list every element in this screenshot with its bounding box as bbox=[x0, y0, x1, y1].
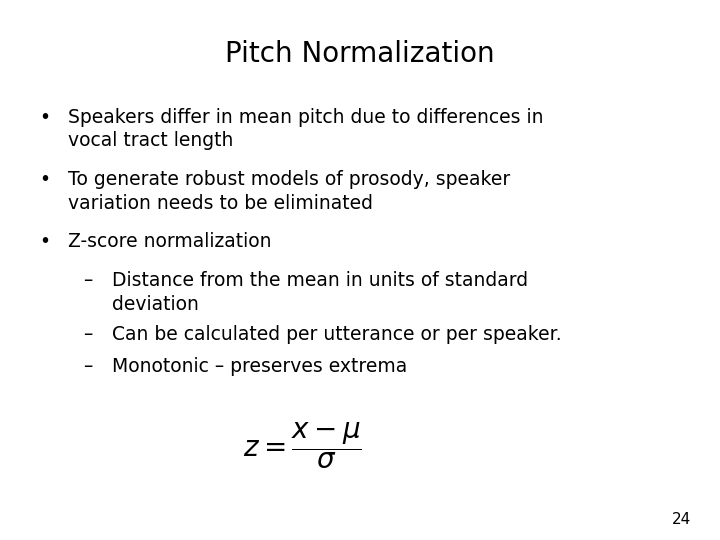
Text: Z-score normalization: Z-score normalization bbox=[68, 232, 272, 251]
Text: Distance from the mean in units of standard
deviation: Distance from the mean in units of stand… bbox=[112, 271, 528, 314]
Text: •: • bbox=[40, 108, 50, 127]
Text: Monotonic – preserves extrema: Monotonic – preserves extrema bbox=[112, 357, 407, 376]
Text: –: – bbox=[83, 325, 92, 344]
Text: Pitch Normalization: Pitch Normalization bbox=[225, 40, 495, 69]
Text: To generate robust models of prosody, speaker
variation needs to be eliminated: To generate robust models of prosody, sp… bbox=[68, 170, 510, 213]
Text: Can be calculated per utterance or per speaker.: Can be calculated per utterance or per s… bbox=[112, 325, 561, 344]
Text: –: – bbox=[83, 271, 92, 290]
Text: •: • bbox=[40, 170, 50, 189]
Text: 24: 24 bbox=[672, 511, 691, 526]
Text: $z = \dfrac{x - \mu}{\sigma}$: $z = \dfrac{x - \mu}{\sigma}$ bbox=[243, 420, 362, 471]
Text: •: • bbox=[40, 232, 50, 251]
Text: –: – bbox=[83, 357, 92, 376]
Text: Speakers differ in mean pitch due to differences in
vocal tract length: Speakers differ in mean pitch due to dif… bbox=[68, 108, 544, 151]
